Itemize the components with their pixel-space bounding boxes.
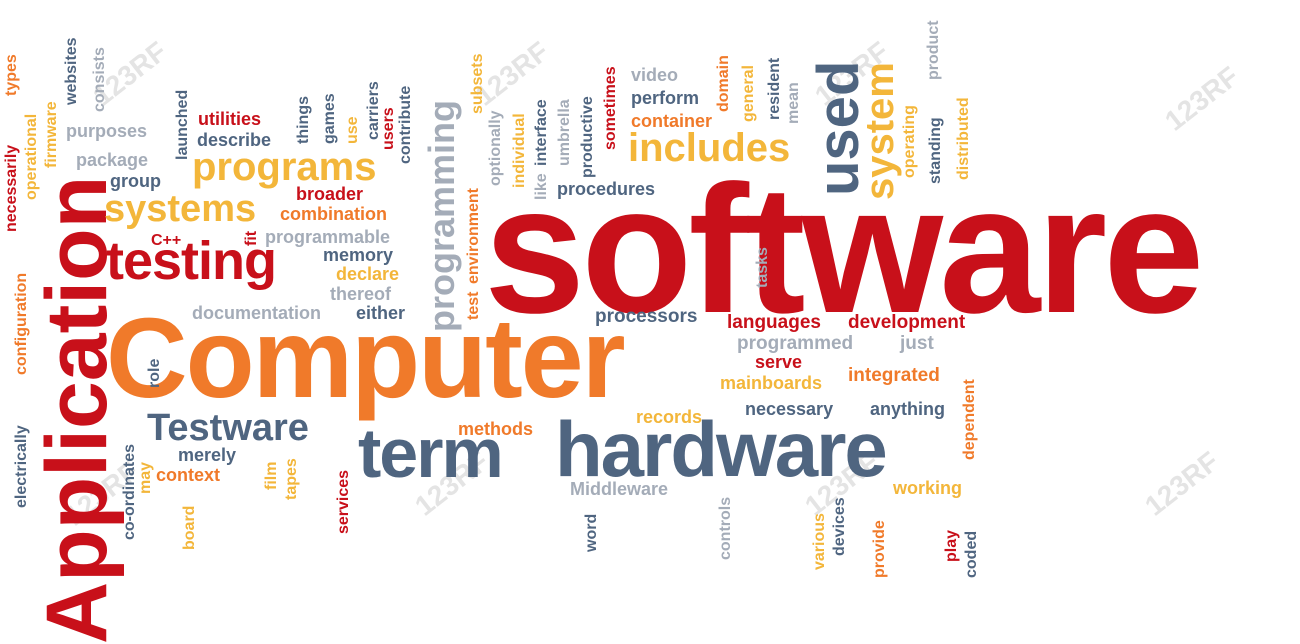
word: utilities xyxy=(198,109,262,129)
word: firmware xyxy=(43,101,60,168)
word: records xyxy=(636,407,703,427)
word: tasks xyxy=(754,247,771,288)
word: consists xyxy=(91,47,108,112)
word: general xyxy=(740,65,757,122)
word: electrically xyxy=(13,425,30,508)
word: umbrella xyxy=(556,99,573,166)
word: describe xyxy=(197,130,272,150)
word: testing xyxy=(106,231,277,291)
word: purposes xyxy=(66,121,148,141)
word: domain xyxy=(715,55,732,112)
watermark: 123RF xyxy=(1159,60,1245,137)
word: film xyxy=(263,461,280,490)
word: Middleware xyxy=(570,479,669,499)
word: various xyxy=(811,513,828,570)
word: types xyxy=(3,54,20,96)
word: methods xyxy=(458,419,534,439)
word: test xyxy=(465,291,482,320)
word: package xyxy=(76,150,149,170)
word: mean xyxy=(785,82,802,124)
word: controls xyxy=(717,496,734,560)
word: programs xyxy=(192,145,377,189)
word: individual xyxy=(511,113,528,188)
word: container xyxy=(631,111,713,131)
word: distributed xyxy=(955,97,972,180)
word: documentation xyxy=(192,303,321,323)
word: mainboards xyxy=(720,373,823,393)
word: context xyxy=(156,465,221,485)
word: hardware xyxy=(555,405,888,493)
word: video xyxy=(631,65,679,85)
word: devices xyxy=(831,497,848,556)
word: languages xyxy=(727,312,821,333)
word: just xyxy=(900,333,934,354)
word: system xyxy=(858,62,902,200)
word: working xyxy=(893,478,963,498)
word: launched xyxy=(174,89,191,160)
word: C++ xyxy=(151,232,182,249)
word: programming xyxy=(421,99,462,332)
word: perform xyxy=(631,88,700,108)
word: programmable xyxy=(265,227,391,247)
word: operating xyxy=(901,105,918,178)
word: thereof xyxy=(330,284,392,304)
word: word xyxy=(583,513,600,552)
word: procedures xyxy=(557,179,656,199)
word: tapes xyxy=(283,458,300,500)
word: contribute xyxy=(397,85,414,164)
word: standing xyxy=(927,117,944,184)
word: development xyxy=(848,312,966,333)
word: declare xyxy=(336,264,400,284)
word: broader xyxy=(296,184,364,204)
word: optionally xyxy=(487,110,504,186)
word: Computer xyxy=(106,295,626,421)
word: systems xyxy=(104,188,257,230)
word: board xyxy=(181,505,198,550)
word: processors xyxy=(595,306,698,327)
word: games xyxy=(321,93,338,144)
word: necessary xyxy=(745,399,834,419)
word: operational xyxy=(23,113,40,200)
word: includes xyxy=(628,126,791,170)
word: things xyxy=(295,96,312,144)
word: like xyxy=(533,173,550,200)
word: use xyxy=(344,116,361,144)
word: either xyxy=(356,303,406,323)
word: serve xyxy=(755,352,803,372)
word: websites xyxy=(63,37,80,105)
word: services xyxy=(335,469,352,534)
word: group xyxy=(110,171,161,191)
word: memory xyxy=(323,245,394,265)
word: product xyxy=(925,20,942,80)
word: programmed xyxy=(737,333,854,354)
word: combination xyxy=(280,204,387,224)
word: merely xyxy=(178,445,237,465)
word: anything xyxy=(870,399,945,419)
word: term xyxy=(358,414,504,492)
word: provide xyxy=(871,520,888,578)
watermark: 123RF xyxy=(1139,445,1225,522)
word: coded xyxy=(963,530,980,578)
word: configuration xyxy=(13,272,30,375)
word: integrated xyxy=(848,365,940,386)
word: Testware xyxy=(147,407,309,449)
word: dependent xyxy=(961,379,978,460)
word: play xyxy=(943,529,960,562)
word: may xyxy=(137,461,154,494)
word: resident xyxy=(766,57,783,120)
word: interface xyxy=(533,99,550,166)
word: co-ordinates xyxy=(121,443,138,540)
word: role xyxy=(146,358,163,388)
word: software xyxy=(484,147,1204,351)
word: users xyxy=(380,107,397,150)
word: subsets xyxy=(469,53,486,114)
word: necessarily xyxy=(3,144,20,232)
word: productive xyxy=(579,96,596,178)
word: fit xyxy=(243,230,260,246)
word: sometimes xyxy=(602,66,619,150)
word: environment xyxy=(465,187,482,284)
